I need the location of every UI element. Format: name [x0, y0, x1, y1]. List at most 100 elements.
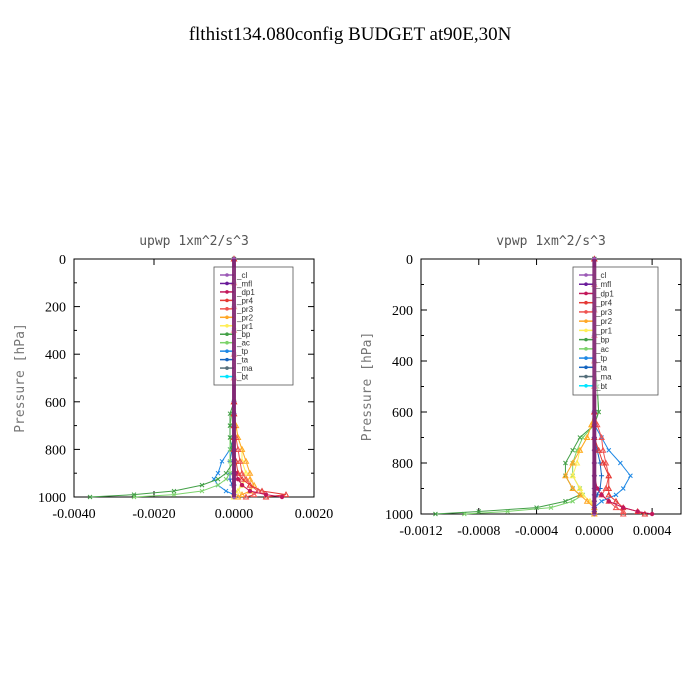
point-pr3 [234, 445, 242, 452]
legend-marker [225, 290, 229, 294]
point-pr2 [242, 457, 250, 464]
point-pr3 [250, 491, 258, 498]
point-bp [87, 494, 93, 500]
y-tick-label: 0 [59, 253, 66, 268]
point-tp [628, 473, 633, 479]
point-dp1 [247, 488, 253, 494]
point-dp1 [635, 509, 640, 514]
legend-marker [225, 349, 229, 353]
legend-marker [225, 307, 229, 311]
point-pr2 [238, 445, 246, 452]
legend-label: _bt [236, 373, 249, 382]
point-dp1 [621, 505, 626, 510]
x-tick-label: 0.0000 [215, 507, 254, 522]
legend-label: _pr4 [595, 299, 613, 308]
point-tp [599, 498, 604, 504]
legend-label: _tp [595, 354, 608, 363]
legend-label: _pr1 [236, 322, 254, 331]
legend-marker [584, 383, 588, 388]
point-pr4 [605, 472, 613, 479]
legend-label: _bp [595, 336, 610, 345]
point-pr3 [619, 507, 627, 514]
point-bp [433, 511, 438, 517]
point-pr3 [598, 433, 605, 440]
point-ac [548, 505, 554, 510]
point-pr2 [246, 475, 254, 482]
legend-label: _cl [236, 271, 247, 280]
point-bp [570, 447, 576, 453]
point-tp [617, 460, 623, 466]
point-pr4 [595, 446, 603, 453]
point-dp1 [279, 494, 285, 500]
legend-marker [225, 298, 229, 303]
point-dp1 [606, 499, 611, 504]
panel-title: upwp 1xm^2/s^3 [139, 234, 249, 249]
point-dp1 [599, 492, 604, 498]
x-tick-label: 0.0000 [575, 524, 614, 539]
point-pr2 [576, 491, 584, 498]
legend-marker [225, 357, 229, 362]
legend-marker [225, 340, 229, 345]
legend-label: _ta [236, 356, 249, 365]
point-pr4 [238, 475, 246, 482]
point-bp [563, 460, 568, 466]
legend-marker [225, 366, 229, 370]
legend-label: _pr4 [236, 296, 254, 305]
legend-marker [584, 356, 588, 360]
legend-marker [584, 319, 588, 323]
legend-marker [584, 347, 588, 351]
legend-label: _dp1 [236, 288, 255, 297]
point-pr4 [282, 491, 290, 498]
legend-label: _dp1 [595, 289, 614, 298]
point-pr1 [569, 472, 577, 479]
legend-marker [584, 310, 588, 314]
point-pr4 [641, 510, 649, 517]
series-line-bp [89, 259, 235, 498]
point-bp [199, 482, 205, 488]
y-tick-label: 1000 [385, 508, 413, 523]
y-tick-label: 600 [392, 406, 413, 421]
point-pr3 [242, 475, 250, 482]
point-bp [223, 470, 229, 476]
point-bp [563, 498, 568, 504]
legend-marker [225, 323, 229, 328]
legend-label: _pr2 [595, 317, 613, 326]
upwp-panel: upwp 1xm^2/s^3 0 200 400 600 800 1000-0.0040 -0… [13, 234, 333, 522]
point-ac [574, 447, 580, 453]
point-pr1 [234, 487, 242, 494]
legend-label: _bt [595, 382, 608, 391]
legend-marker [584, 365, 588, 370]
legend-label: _tp [236, 347, 249, 356]
point-pr2 [569, 459, 577, 466]
point-pr2 [562, 472, 569, 479]
point-pr4 [599, 459, 607, 466]
point-pr1 [576, 484, 584, 491]
point-pr2 [583, 497, 591, 504]
point-pr4 [605, 491, 613, 498]
point-tp [613, 492, 619, 498]
point-dp1 [235, 476, 241, 482]
x-tick-label: -0.0020 [132, 507, 175, 522]
legend-marker [225, 315, 229, 320]
point-pr2 [246, 469, 254, 476]
point-ac [223, 476, 229, 482]
point-pr4 [612, 497, 620, 504]
legend-label: _pr2 [236, 313, 254, 322]
y-tick-label: 600 [45, 396, 66, 411]
point-dp1 [263, 492, 269, 497]
point-pr3 [242, 493, 250, 500]
point-bp [131, 492, 137, 497]
point-pr3 [619, 510, 627, 517]
point-ac [215, 482, 221, 488]
legend-marker [584, 337, 588, 342]
vpwp-panel: vpwp 1xm^2/s^3 0 200 400 600 800 1000-0.0012 -0… [360, 234, 682, 539]
legend-label: _bp [236, 330, 251, 339]
point-ac [227, 458, 233, 464]
x-tick-label: -0.0040 [52, 507, 95, 522]
y-axis-label: Pressure [hPa] [13, 323, 28, 433]
legend-label: _ma [595, 373, 612, 382]
legend-label: _ac [236, 339, 250, 348]
legend-label: _pr3 [595, 308, 613, 317]
legend-marker [225, 374, 229, 379]
point-pr4 [246, 481, 254, 488]
